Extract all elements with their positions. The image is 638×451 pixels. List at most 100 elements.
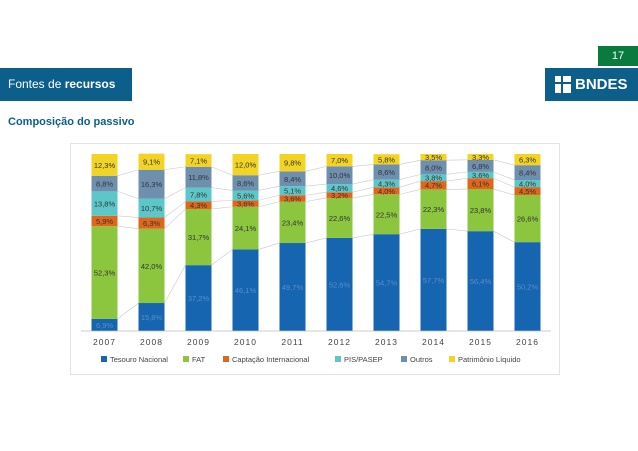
series-connector-line bbox=[493, 230, 515, 243]
series-connector-line bbox=[258, 201, 280, 208]
bar-segment bbox=[91, 191, 118, 216]
legend-label: Patrimônio Líquido bbox=[458, 355, 521, 364]
section-title: Fontes de recursos bbox=[8, 68, 115, 101]
legend-label: PIS/PASEP bbox=[344, 355, 383, 364]
data-label: 12,3% bbox=[94, 161, 116, 170]
bar-segment bbox=[232, 154, 259, 176]
bar-segment bbox=[326, 237, 353, 331]
data-label: 8,4% bbox=[284, 175, 301, 184]
bar-segment bbox=[232, 200, 259, 207]
bar-segment bbox=[467, 159, 494, 172]
series-connector-line bbox=[446, 171, 468, 175]
series-connector-line bbox=[399, 228, 421, 235]
bar-segment bbox=[185, 209, 212, 266]
bar-segment bbox=[514, 165, 541, 181]
bar-segment bbox=[232, 249, 259, 331]
bar-segment bbox=[514, 242, 541, 331]
data-label: 26,6% bbox=[517, 215, 539, 224]
data-label: 23,8% bbox=[470, 206, 492, 215]
bar-segment bbox=[514, 154, 541, 166]
stacked-bar-chart: 6,9% 52,3% 5,9% 13,8% 8,8% 12,3% 2007 15,8% 42,0… bbox=[81, 153, 551, 364]
series-connector-line bbox=[211, 166, 233, 176]
series-connector-line bbox=[352, 194, 374, 199]
data-label: 37,2% bbox=[188, 294, 210, 303]
x-tick-label: 2008 bbox=[140, 337, 163, 347]
bar-segment bbox=[326, 184, 353, 193]
section-title-prefix: Fontes de bbox=[8, 77, 65, 91]
series-connector-line bbox=[117, 302, 139, 320]
data-label: 10,7% bbox=[141, 204, 163, 213]
series-connector-line bbox=[352, 186, 374, 193]
bar-segment bbox=[373, 179, 400, 188]
bndes-logo-icon bbox=[555, 76, 571, 93]
bar-segment bbox=[232, 175, 259, 191]
series-connector-line bbox=[258, 171, 280, 176]
data-label: 3,5% bbox=[425, 153, 442, 162]
x-tick-label: 2012 bbox=[328, 337, 351, 347]
bndes-logo-text: BNDES bbox=[575, 76, 628, 93]
x-tick-label: 2016 bbox=[516, 337, 539, 347]
bar-segment bbox=[326, 192, 353, 198]
data-label: 4,7% bbox=[425, 181, 442, 190]
data-label: 31,7% bbox=[188, 233, 210, 242]
bar-segment bbox=[514, 180, 541, 188]
bar-segment bbox=[91, 215, 118, 227]
page-number: 17 bbox=[598, 46, 638, 66]
data-label: 10,0% bbox=[329, 171, 351, 180]
legend-swatch bbox=[401, 356, 407, 362]
data-label: 13,8% bbox=[94, 200, 116, 209]
data-label: 5,8% bbox=[378, 155, 395, 164]
data-label: 24,1% bbox=[235, 224, 257, 233]
x-tick-label: 2015 bbox=[469, 337, 492, 347]
data-label: 56,4% bbox=[470, 277, 492, 286]
data-label: 12,0% bbox=[235, 161, 257, 170]
data-label: 23,4% bbox=[282, 218, 304, 227]
series-connector-line bbox=[164, 166, 186, 171]
bar-segment bbox=[138, 169, 165, 199]
series-connector-line bbox=[164, 201, 186, 218]
series-connector-line bbox=[258, 242, 280, 250]
data-label: 57,7% bbox=[423, 276, 445, 285]
data-label: 3,8% bbox=[425, 174, 442, 183]
data-label: 4,3% bbox=[190, 201, 207, 210]
data-label: 42,0% bbox=[141, 262, 163, 271]
data-label: 52,6% bbox=[329, 280, 351, 289]
data-label: 4,3% bbox=[378, 179, 395, 188]
data-label: 54,7% bbox=[376, 279, 398, 288]
section-title-bold: recursos bbox=[64, 77, 116, 91]
data-label: 3,6% bbox=[237, 200, 254, 209]
legend-label: FAT bbox=[192, 355, 206, 364]
series-connector-line bbox=[399, 174, 421, 180]
series-connector-line bbox=[352, 179, 374, 185]
series-connector-line bbox=[399, 180, 421, 188]
x-tick-label: 2010 bbox=[234, 337, 257, 347]
bar-segment bbox=[91, 318, 118, 331]
series-connector-line bbox=[305, 191, 327, 196]
bar-segment bbox=[91, 226, 118, 319]
data-label: 8,0% bbox=[425, 163, 442, 172]
bar-segment bbox=[467, 171, 494, 179]
series-connector-line bbox=[305, 183, 327, 187]
bar-segment bbox=[467, 189, 494, 232]
data-label: 6,3% bbox=[519, 156, 536, 165]
bar-segment bbox=[138, 303, 165, 331]
data-label: 9,8% bbox=[284, 159, 301, 168]
series-connector-line bbox=[117, 225, 139, 229]
bar-segment bbox=[420, 228, 447, 331]
bar-segment bbox=[420, 181, 447, 190]
bndes-logo: BNDES bbox=[545, 68, 638, 101]
series-connector-line bbox=[258, 194, 280, 201]
series-connector-line bbox=[493, 171, 515, 181]
legend-label: Tesouro Nacional bbox=[110, 355, 168, 364]
bar-segment bbox=[514, 187, 541, 196]
x-tick-label: 2011 bbox=[281, 337, 303, 347]
series-connector-line bbox=[352, 233, 374, 239]
data-label: 4,5% bbox=[519, 187, 536, 196]
data-label: 15,8% bbox=[141, 313, 163, 322]
bar-segment bbox=[326, 197, 353, 238]
legend-label: Outros bbox=[410, 355, 433, 364]
bar-segment bbox=[138, 228, 165, 304]
data-label: 6,3% bbox=[143, 219, 160, 228]
bar-segment bbox=[326, 166, 353, 185]
bar-segment bbox=[279, 243, 306, 331]
